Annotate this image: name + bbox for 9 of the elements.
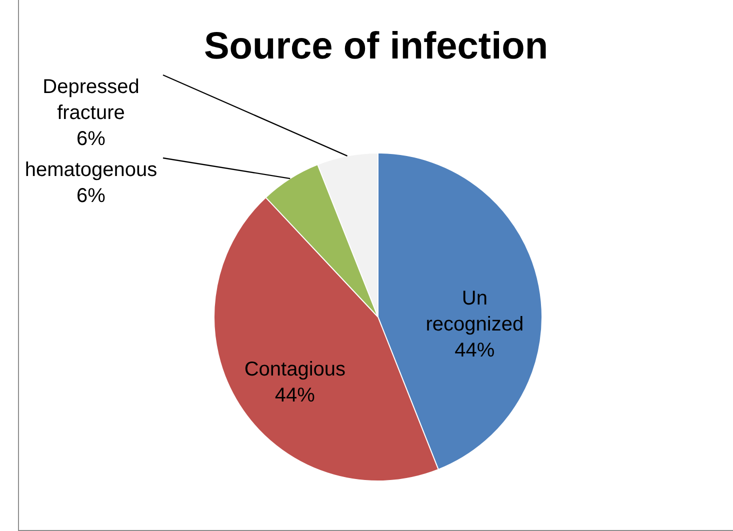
slice-label: Contagious (244, 358, 346, 381)
data-label: 44% (274, 384, 316, 407)
slice-label: hematogenous (24, 159, 158, 181)
data-label: 6% (76, 128, 106, 150)
slice-label: Depressed fracture (42, 76, 140, 124)
chart-title: Source of infection (204, 25, 548, 68)
data-label: 44% (454, 340, 495, 362)
slice-label: Un recognized (426, 288, 524, 336)
data-label: 6% (76, 185, 106, 207)
